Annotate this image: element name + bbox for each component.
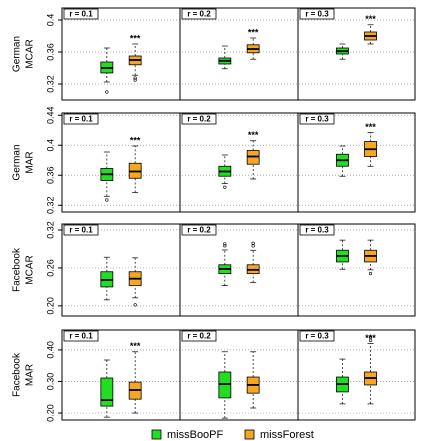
strip-label: r = 0.3 [305,332,329,341]
outlier [133,78,137,82]
panel-border [179,112,299,213]
significance: *** [130,135,141,145]
outlier [368,272,373,276]
panel-border [61,223,181,317]
panel-border [61,329,181,421]
legend-swatch [151,429,162,440]
strip-label: r = 0.1 [69,226,93,235]
y-tick-label: 0.32 [45,196,55,214]
y-tick-label: 0.4 [45,14,55,27]
significance: *** [248,27,259,37]
outlier [133,76,137,80]
panel-border [297,112,416,213]
outlier [368,338,373,343]
strip-label: r = 0.2 [187,226,211,235]
y-tick-label: 0.44 [45,106,55,124]
strip-label: r = 0.2 [187,10,211,19]
strip-label: r = 0.1 [69,332,93,341]
outlier [133,303,137,307]
panel-border [179,223,299,317]
panel-border [179,7,299,101]
significance: *** [365,333,376,343]
legend-swatch [244,429,255,440]
row-label: German [12,144,23,180]
strip-label: r = 0.3 [305,10,329,19]
box [100,377,114,407]
y-tick-label: 0.40 [45,341,55,359]
panel-border [61,112,181,213]
row-label: MAR [25,151,36,173]
y-tick-label: 0.32 [45,75,55,93]
outlier [223,185,227,189]
panel-border [297,7,416,101]
strip-box [181,8,217,20]
row-label: MAR [25,364,36,386]
strip-label: r = 0.1 [69,115,93,124]
outlier [368,335,373,339]
strip-label: r = 0.2 [187,332,211,341]
outlier [105,90,109,94]
y-tick-label: 0.4 [45,139,55,152]
row-label: MCAR [25,39,36,68]
panel-border [297,329,416,421]
panel-border [179,329,299,421]
strip-box [299,224,335,236]
row-label: German [12,36,23,72]
y-tick-label: 0.26 [45,259,55,277]
y-tick-label: 0.32 [45,221,55,239]
panel-border [297,223,416,317]
box [218,371,232,399]
strip-box [181,113,217,125]
strip-box [181,330,217,342]
y-tick-label: 0.30 [45,373,55,391]
significance: *** [130,341,141,351]
y-tick-label: 0.20 [45,297,55,315]
outlier [223,244,227,248]
strip-label: r = 0.3 [305,115,329,124]
strip-label: r = 0.1 [69,10,93,19]
strip-box [63,113,99,125]
strip-box [299,113,335,125]
strip-label: r = 0.3 [305,226,329,235]
strip-box [63,330,99,342]
significance: *** [365,122,376,132]
legend-label: missForest [260,429,314,441]
outlier [223,242,227,246]
row-label: MCAR [25,255,36,284]
significance: *** [365,14,376,24]
outlier [105,198,109,202]
strip-box [299,330,335,342]
significance: *** [248,130,259,140]
y-tick-label: 0.20 [45,404,55,422]
row-label: Facebook [12,247,23,292]
legend-label: missBooPF [167,429,224,441]
strip-box [63,224,99,236]
y-tick-label: 0.36 [45,43,55,61]
strip-box [299,8,335,20]
panel-border [61,7,181,101]
strip-label: r = 0.2 [187,115,211,124]
outlier [251,241,255,245]
outlier [251,244,255,248]
strip-box [63,8,99,20]
row-label: Facebook [12,352,23,397]
y-tick-label: 0.36 [45,166,55,184]
strip-box [181,224,217,236]
significance: *** [130,33,141,43]
